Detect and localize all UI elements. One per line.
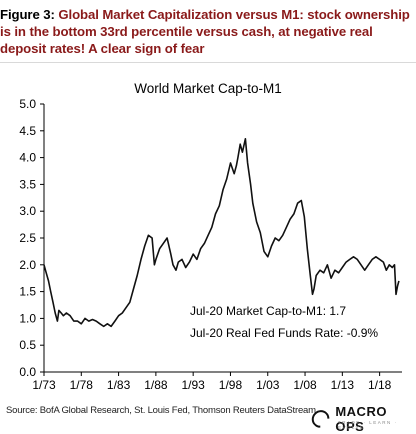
y-tick-label: 1.5 [19,285,36,299]
logo-tagline: TRADE · LEARN · EVOLVE [338,420,398,430]
y-tick-label: 4.0 [19,151,36,165]
chart-title: World Market Cap-to-M1 [134,81,282,96]
figure-headline: Global Market Capitalization versus M1: … [0,7,410,56]
x-tick-label: 1/13 [331,378,355,392]
heading-divider [0,62,416,63]
y-tick-label: 3.0 [19,204,36,218]
y-tick-label: 2.0 [19,258,36,272]
x-tick-label: 1/03 [256,378,280,392]
annotation-text: Jul-20 Real Fed Funds Rate: -0.9% [190,326,378,340]
figure-label: Figure 3: [0,7,55,22]
x-tick-label: 1/78 [70,378,94,392]
annotation-text: Jul-20 Market Cap-to-M1: 1.7 [190,304,346,318]
y-tick-label: 1.0 [19,311,36,325]
series-line [43,138,400,328]
x-tick-label: 1/88 [144,378,168,392]
x-tick-label: 1/93 [181,378,205,392]
y-tick-label: 3.5 [19,177,36,191]
y-tick-label: 0.0 [19,365,36,379]
y-tick-label: 5.0 [19,97,36,111]
x-tick-label: 1/83 [107,378,131,392]
source-note: Source: BofA Global Research, St. Louis … [6,405,319,416]
x-tick-label: 1/98 [219,378,243,392]
y-tick-label: 4.5 [19,124,36,138]
x-tick-label: 1/18 [368,378,392,392]
figure-heading: Figure 3: Global Market Capitalization v… [0,6,416,57]
y-tick-label: 0.5 [19,338,36,352]
y-tick-label: 2.5 [19,231,36,245]
x-tick-label: 1/08 [293,378,317,392]
x-tick-label: 1/73 [32,378,56,392]
